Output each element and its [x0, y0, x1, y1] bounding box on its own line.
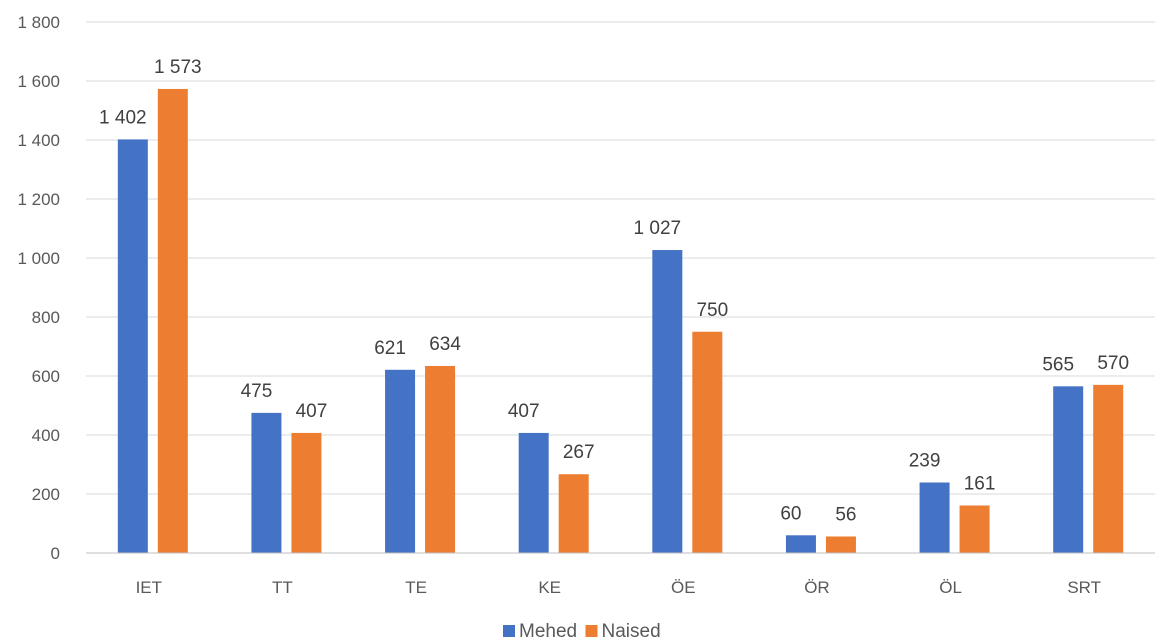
gridlines: [86, 21, 1155, 495]
data-label: 407: [508, 401, 540, 422]
y-tick-label: 800: [32, 308, 60, 327]
bar-mehed-ke: [518, 432, 549, 553]
y-tick-label: 1 600: [17, 72, 60, 91]
y-tick-label: 1 400: [17, 131, 60, 150]
data-label: 1 402: [99, 107, 147, 128]
data-label: 161: [964, 474, 996, 495]
bar-naised-ke: [558, 474, 589, 553]
y-tick-label: 1 200: [17, 190, 60, 209]
data-label: 475: [241, 381, 273, 402]
data-label: 267: [563, 442, 595, 463]
x-tick-label: ÖL: [939, 578, 962, 597]
bar-mehed-öe: [652, 250, 683, 553]
legend: Mehed Naised: [503, 621, 661, 642]
x-tick-label: ÖR: [804, 578, 830, 597]
bar-naised-iet: [157, 88, 188, 553]
bar-naised-tt: [291, 432, 322, 553]
data-label: 1 573: [154, 57, 202, 78]
bar-naised-srt: [1093, 384, 1124, 553]
data-label: 407: [296, 401, 328, 422]
bar-mehed-iet: [117, 139, 148, 553]
bar-naised-ör: [825, 536, 856, 553]
legend-swatch-mehed: [503, 625, 515, 637]
x-tick-label: KE: [538, 578, 561, 597]
y-tick-label: 0: [51, 544, 60, 563]
x-tick-label: IET: [136, 578, 162, 597]
data-label: 570: [1097, 353, 1129, 374]
y-tick-label: 1 000: [17, 249, 60, 268]
data-labels: 1 402 1 573 475 407 621 634 407 267 1 027 750 60 56…: [99, 57, 1129, 526]
data-label: 565: [1042, 354, 1074, 375]
bar-mehed-ör: [785, 535, 816, 553]
data-label: 1 027: [634, 218, 682, 239]
y-tick-label: 200: [32, 485, 60, 504]
legend-label: Naised: [602, 621, 661, 642]
y-tick-label: 1 800: [17, 13, 60, 32]
bar-mehed-srt: [1053, 386, 1084, 553]
bar-naised-öe: [692, 331, 723, 553]
x-tick-label: ÖE: [671, 578, 696, 597]
data-label: 60: [780, 503, 801, 524]
y-tick-label: 600: [32, 367, 60, 386]
x-tick-label: TT: [272, 578, 293, 597]
y-tick-label: 400: [32, 426, 60, 445]
bar-naised-öl: [959, 505, 990, 553]
x-tick-label: SRT: [1067, 578, 1101, 597]
legend-label: Mehed: [519, 621, 577, 642]
data-label: 239: [909, 450, 941, 471]
bar-mehed-öl: [919, 482, 950, 553]
data-label: 634: [429, 334, 461, 355]
data-label: 621: [374, 338, 406, 359]
x-axis-ticks: IET TT TE KE ÖE ÖR ÖL SRT: [136, 578, 1101, 597]
bar-naised-te: [425, 365, 456, 553]
bar-mehed-tt: [251, 412, 282, 553]
legend-swatch-naised: [585, 625, 598, 637]
data-label: 56: [835, 504, 856, 525]
y-axis-ticks: 0 200 400 600 800 1 000 1 200 1 400 1 600 1 800: [17, 13, 60, 563]
data-label: 750: [696, 300, 728, 321]
x-tick-label: TE: [405, 578, 427, 597]
bar-mehed-te: [385, 369, 416, 553]
bars: [117, 88, 1124, 553]
